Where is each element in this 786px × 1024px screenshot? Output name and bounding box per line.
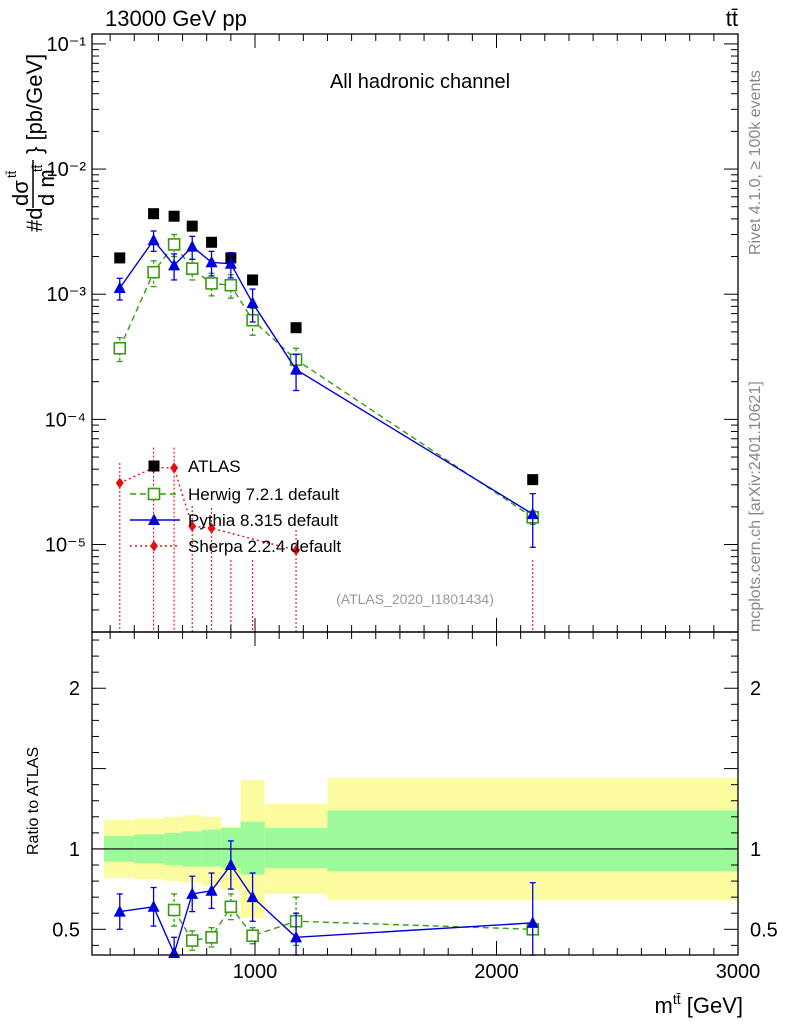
herwig-point	[224, 278, 238, 292]
legend-herwig-marker	[147, 487, 161, 501]
main-y-axis-label: #d dσ tt̄ d m tt̄ } [pb/GeV]	[4, 54, 59, 232]
ratio-band-inner	[327, 810, 738, 872]
legend: ATLAS Herwig 7.2.1 default Pythia 8.315 de…	[130, 457, 341, 556]
y-tick-label: 10⁻²	[47, 159, 87, 181]
pythia-ratio-point	[186, 887, 199, 899]
ratio-band-inner	[264, 828, 328, 869]
ratio-y-tick-label: 0.5	[52, 919, 80, 941]
y-tick-label: 10⁻³	[47, 284, 87, 306]
pythia-ratio-point	[246, 890, 259, 903]
atlas-point	[148, 208, 160, 220]
atlas-point	[168, 210, 180, 222]
atlas-point	[186, 220, 198, 232]
svg-text:d m: d m	[34, 169, 59, 206]
pythia-point	[290, 363, 303, 375]
pythia-point	[168, 258, 181, 271]
pythia-ratio-point	[147, 900, 160, 912]
herwig-ratio-point	[185, 934, 199, 947]
sherpa-point	[170, 462, 179, 474]
ratio-y-axis-label: Ratio to ATLAS	[25, 747, 42, 855]
pythia-ratio-point	[290, 930, 303, 943]
herwig-ratio-point	[246, 929, 259, 943]
pythia-point	[147, 233, 160, 246]
legend-atlas-label: ATLAS	[188, 457, 241, 476]
pythia-point	[526, 507, 539, 520]
herwig-point	[185, 262, 199, 275]
pythia-point	[224, 257, 237, 269]
legend-sherpa-marker	[150, 540, 158, 552]
pythia-point	[205, 255, 218, 268]
sherpa-line	[119, 467, 297, 551]
atlas-point	[527, 474, 539, 486]
herwig-ratio-point	[167, 903, 181, 917]
main-panel: 10⁻⁵ 10⁻⁴ 10⁻³ 10⁻² 10⁻¹	[45, 33, 739, 633]
x-axis-label: mtt̄ [GeV]	[655, 991, 743, 1018]
svg-text:tt̄: tt̄	[4, 170, 19, 178]
ratio-frame	[91, 631, 739, 956]
herwig-ratio-point	[224, 900, 238, 914]
atlas-point	[247, 274, 259, 286]
ratio-y-tick-label: 2	[69, 678, 80, 700]
ratio-y-tick-label-right: 2	[750, 678, 761, 700]
analysis-label: (ATLAS_2020_I1801434)	[336, 591, 494, 607]
ratio-band-inner	[201, 829, 222, 867]
herwig-point	[167, 238, 181, 251]
ratio-band-inner	[240, 821, 265, 875]
y-tick-label: 10⁻⁴	[45, 409, 86, 431]
atlas-point	[290, 322, 302, 334]
ratio-y-tick-label: 1	[69, 839, 80, 861]
pythia-ratio-point	[168, 946, 181, 958]
y-tick-label: 10⁻¹	[47, 34, 87, 56]
sherpa-point	[292, 544, 301, 556]
legend-pythia-marker	[148, 513, 160, 525]
sherpa-point	[207, 522, 216, 534]
chart-title: All hadronic channel	[330, 71, 510, 93]
sherpa-point	[188, 520, 197, 532]
herwig-ratio-point	[205, 931, 218, 944]
ratio-panel: 1000 2000 3000 0.5 0.5 1 1 2 2	[52, 631, 778, 983]
pythia-ratio-point	[224, 858, 237, 871]
svg-text:} [pb/GeV]: } [pb/GeV]	[22, 54, 47, 154]
ratio-y-tick-label-right: 0.5	[750, 919, 778, 941]
x-tick-label: 1000	[233, 961, 278, 983]
pythia-point	[113, 281, 126, 294]
source-label: mcplots.cern.ch [arXiv:2401.10621]	[747, 381, 764, 632]
energy-label: 13000 GeV pp	[105, 6, 247, 31]
pythia-line	[119, 239, 534, 515]
svg-text:tt̄: tt̄	[30, 164, 45, 172]
legend-atlas-marker	[148, 460, 160, 472]
ratio-y-tick-label-right: 1	[750, 839, 761, 861]
svg-text:dσ: dσ	[8, 180, 33, 206]
process-label: tt̄	[726, 6, 738, 31]
pythia-ratio-point	[113, 905, 126, 917]
svg-text:#d: #d	[22, 208, 47, 232]
pythia-ratio-point	[526, 916, 539, 928]
pythia-ratio-point	[205, 884, 218, 896]
x-tick-label: 3000	[716, 961, 761, 983]
atlas-point	[206, 236, 218, 248]
legend-sherpa-label: Sherpa 2.2.4 default	[188, 537, 341, 556]
x-tick-label: 2000	[474, 961, 519, 983]
pythia-point	[186, 240, 199, 252]
y-tick-label: 10⁻⁵	[45, 535, 86, 557]
rivet-version-label: Rivet 4.1.0, ≥ 100k events	[747, 70, 764, 255]
herwig-point	[113, 341, 127, 355]
herwig-point	[147, 265, 160, 279]
herwig-point	[205, 277, 218, 290]
legend-herwig-label: Herwig 7.2.1 default	[188, 485, 339, 504]
atlas-point	[114, 252, 126, 264]
legend-pythia-label: Pythia 8.315 default	[188, 511, 339, 530]
pythia-point	[246, 296, 259, 309]
sherpa-point	[115, 477, 124, 489]
